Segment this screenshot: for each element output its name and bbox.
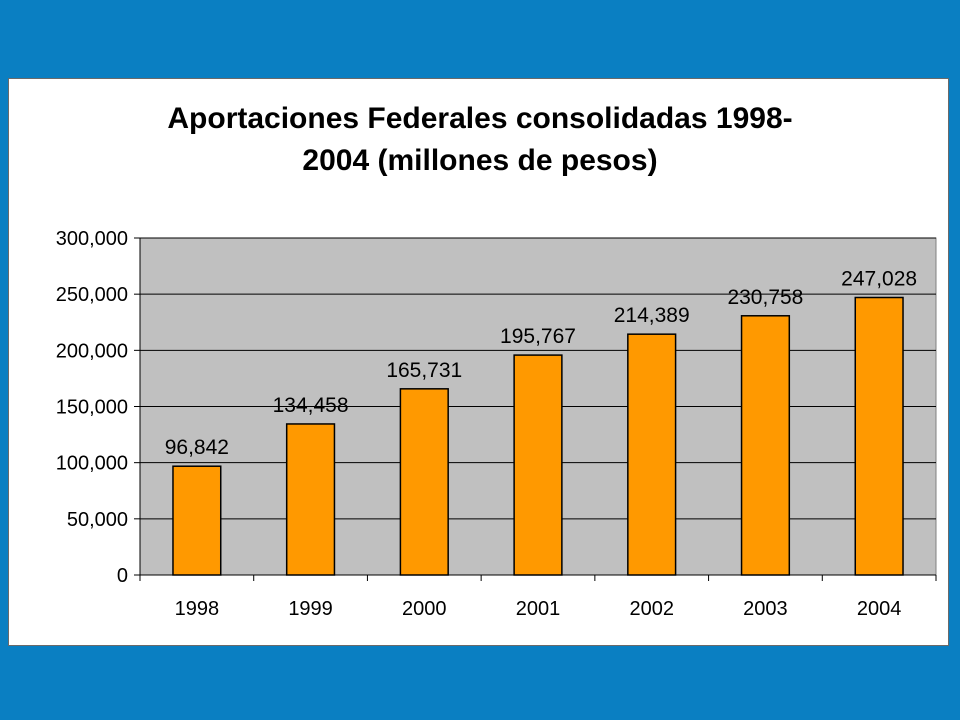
x-tick-label: 1999 xyxy=(288,598,333,620)
data-label: 195,767 xyxy=(500,325,576,348)
chart-title-line-1: Aportaciones Federales consolidadas 1998… xyxy=(167,102,793,135)
bar xyxy=(854,296,904,576)
y-tick-label: 50,000 xyxy=(67,509,128,531)
x-tick-label: 2002 xyxy=(629,598,674,620)
bar xyxy=(172,465,222,576)
y-tick-label: 150,000 xyxy=(56,397,128,419)
x-tick-label: 2004 xyxy=(857,598,902,620)
data-label: 230,758 xyxy=(727,286,803,309)
bar xyxy=(399,388,449,576)
x-tick-label: 1998 xyxy=(175,598,220,620)
data-label: 247,028 xyxy=(841,268,917,291)
bar xyxy=(740,315,791,576)
bar xyxy=(627,333,677,576)
data-label: 134,458 xyxy=(273,394,349,417)
data-label: 96,842 xyxy=(165,436,229,459)
y-tick-label: 250,000 xyxy=(56,284,128,306)
x-tick-label: 2003 xyxy=(743,598,788,620)
x-tick-label: 2000 xyxy=(402,598,447,620)
chart-title: Aportaciones Federales consolidadas 1998… xyxy=(0,98,960,182)
data-label: 214,389 xyxy=(614,304,690,327)
chart-title-line-2: 2004 (millones de pesos) xyxy=(302,144,658,177)
x-tick-label: 2001 xyxy=(516,598,561,620)
bar xyxy=(513,354,563,576)
y-tick-label: 200,000 xyxy=(56,340,128,362)
data-label: 165,731 xyxy=(386,359,462,382)
y-tick-label: 0 xyxy=(117,565,128,587)
y-tick-label: 100,000 xyxy=(56,453,128,475)
y-tick-label: 300,000 xyxy=(56,228,128,250)
bar xyxy=(285,423,336,576)
